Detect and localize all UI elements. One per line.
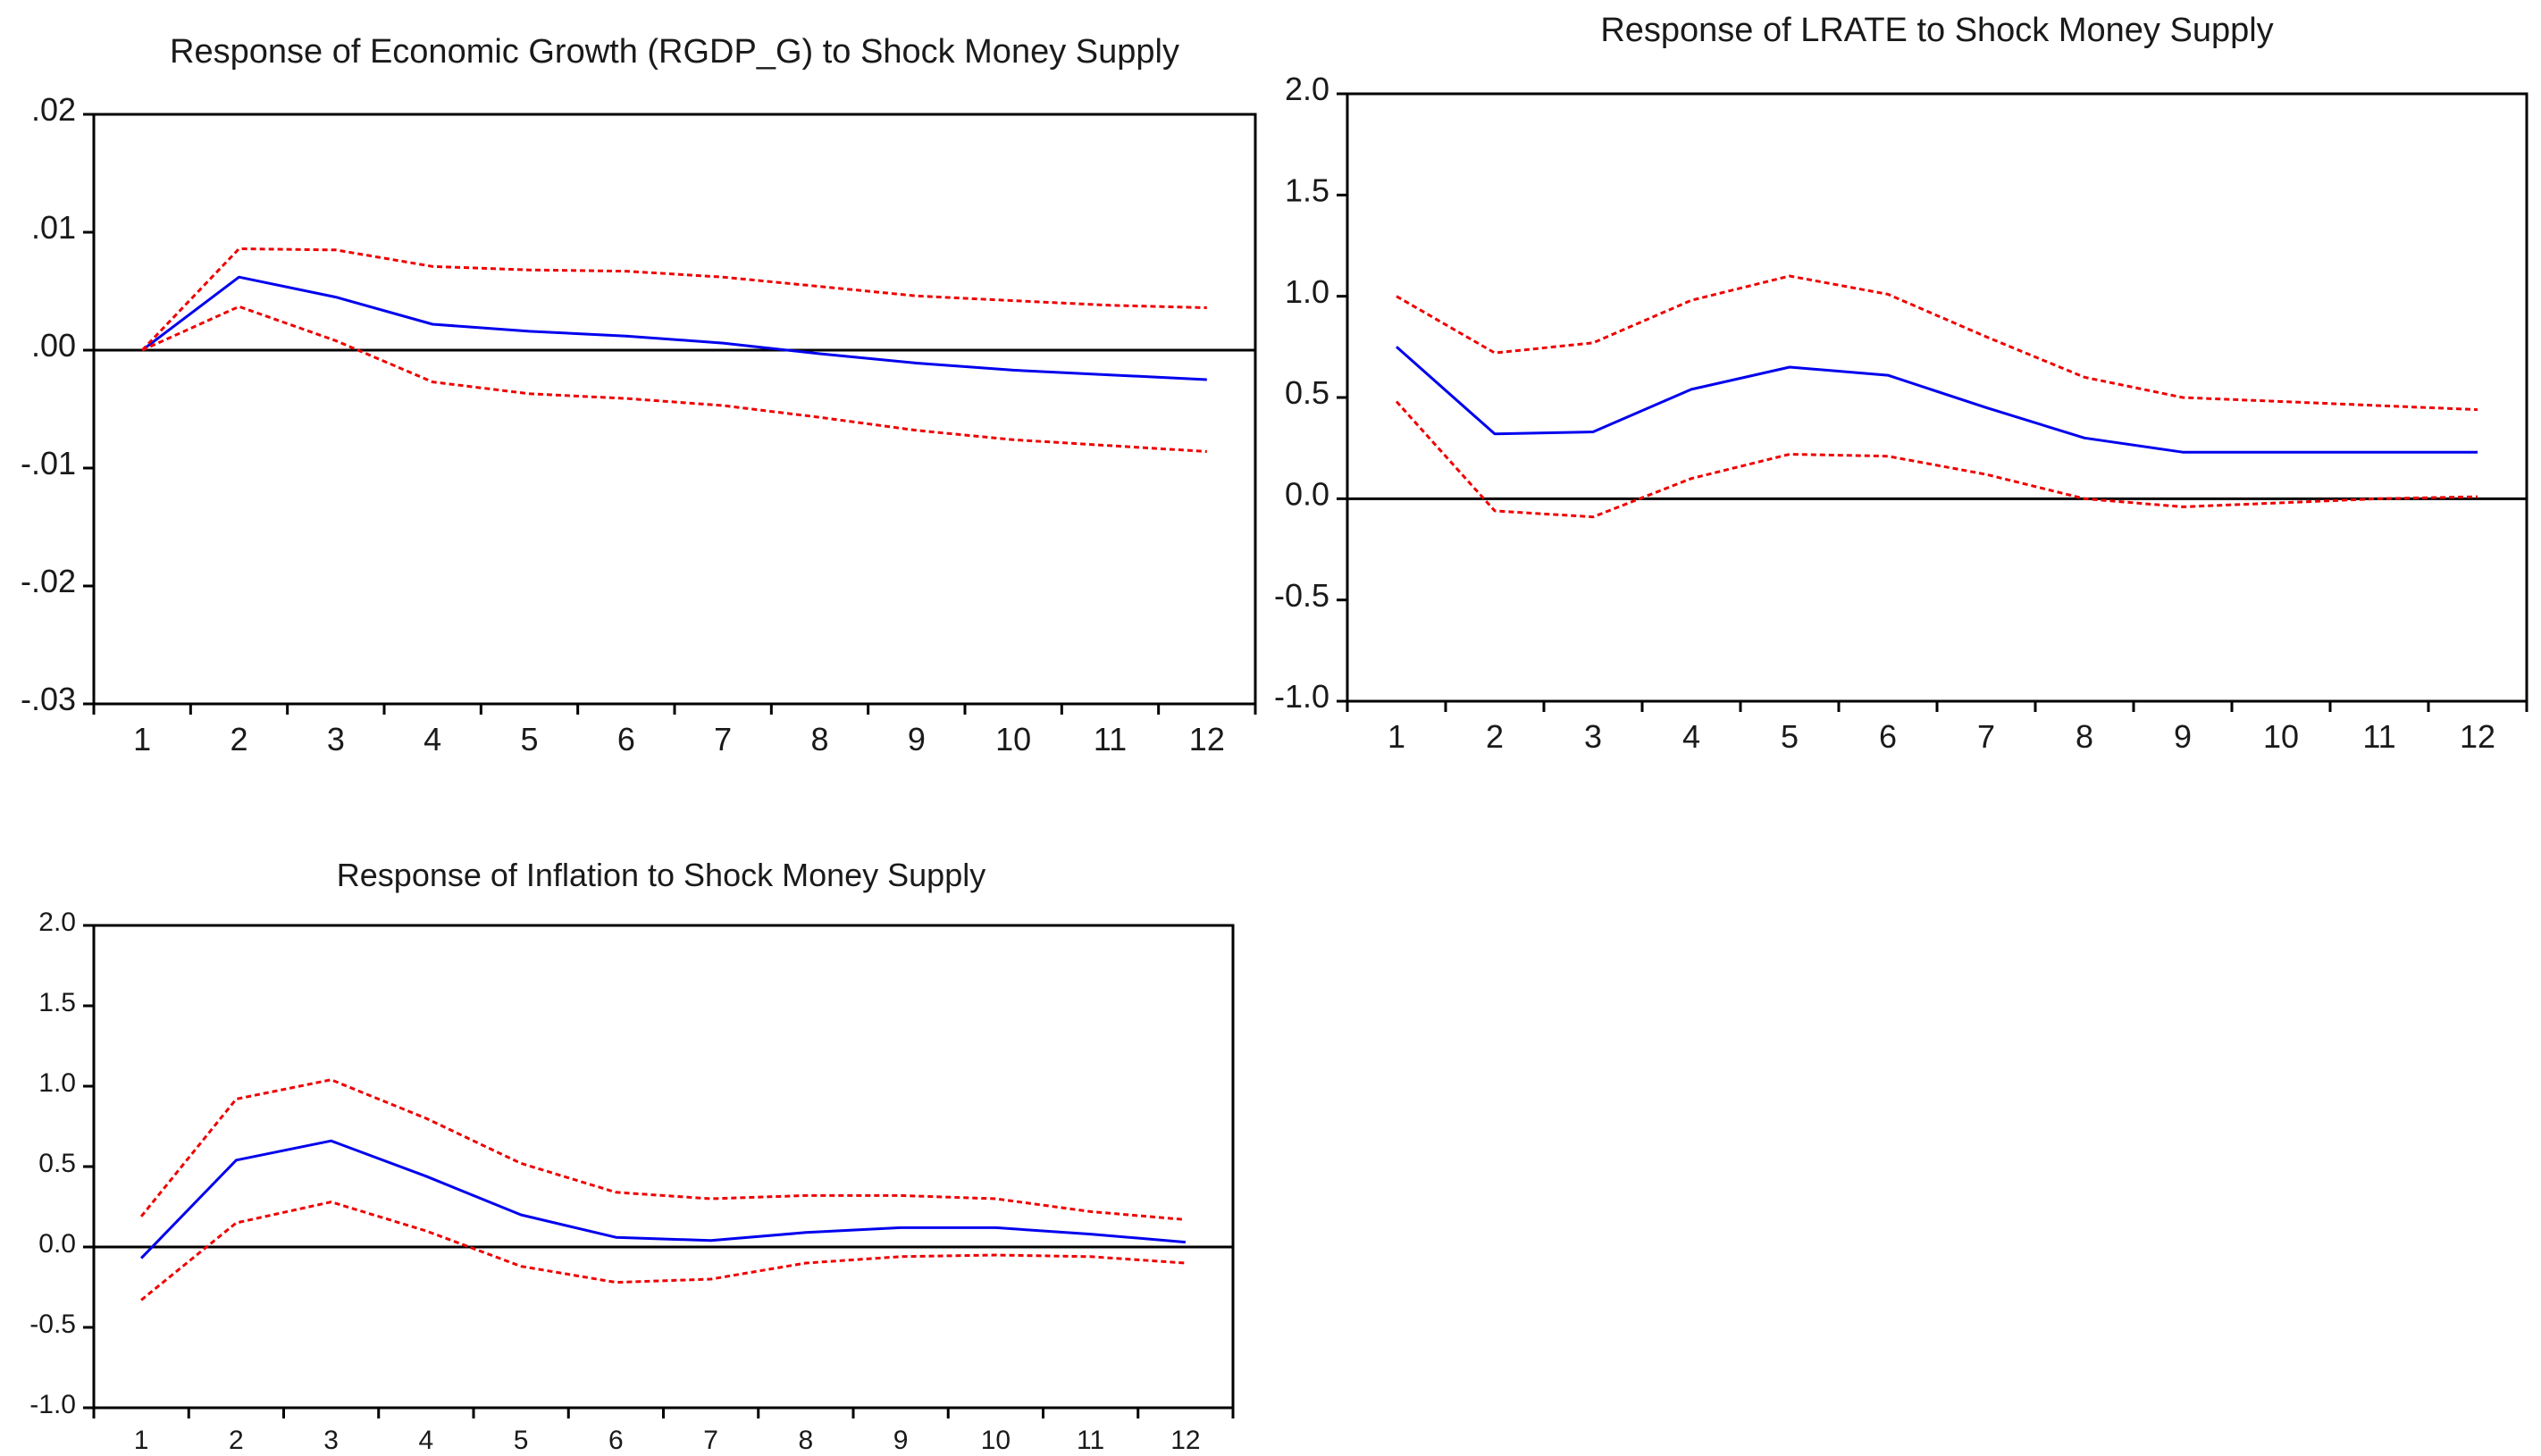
chart-title: Response of LRATE to Shock Money Supply (1600, 12, 2273, 49)
x-tick-label: 11 (1077, 1426, 1104, 1455)
x-tick-label: 1 (134, 1426, 149, 1455)
y-tick-label: -.03 (21, 681, 76, 717)
x-tick-label: 6 (617, 721, 635, 757)
chart-3: Response of Inflation to Shock Money Sup… (29, 857, 1235, 1455)
chart-2: Response of LRATE to Shock Money Supply 2… (1274, 12, 2528, 755)
upper-band-line (1396, 274, 2478, 412)
x-tick-label: 4 (424, 721, 441, 757)
x-tick-label: 7 (1977, 718, 1995, 755)
x-tick-label: 1 (133, 721, 151, 757)
y-tick-label: 1.0 (38, 1068, 76, 1098)
x-tick-label: 2 (229, 1426, 244, 1455)
x-tick-label: 9 (893, 1426, 909, 1455)
plot-frame (92, 113, 1257, 706)
y-tick-label: 0.5 (38, 1149, 76, 1178)
y-tick-label: 1.5 (38, 988, 76, 1017)
lower-band-line (1395, 400, 2478, 519)
x-tick-label: 12 (1189, 721, 1225, 757)
x-tick-label: 8 (810, 721, 828, 757)
x-tick-label: 10 (981, 1426, 1011, 1455)
plot-frame (92, 924, 1235, 1410)
x-tick-label: 12 (1170, 1426, 1200, 1455)
x-tick-label: 7 (714, 721, 732, 757)
y-tick-label: -0.5 (1274, 577, 1329, 614)
x-tick-label: 4 (1682, 718, 1700, 755)
y-tick-label: .00 (31, 327, 76, 364)
y-tick-label: 0.0 (38, 1229, 76, 1259)
x-tick-label: 2 (230, 721, 247, 757)
y-tick-label: 2.0 (1285, 71, 1329, 107)
response-line (1396, 346, 2478, 454)
y-tick-label: 0.0 (1285, 476, 1329, 513)
x-tick-label: 4 (419, 1426, 434, 1455)
x-tick-label: 9 (908, 721, 926, 757)
x-tick-label: 11 (2362, 718, 2395, 755)
x-tick-label: 2 (1486, 718, 1504, 755)
upper-band-line (139, 1078, 1187, 1221)
x-tick-label: 6 (1879, 718, 1897, 755)
lower-band-line (141, 305, 1207, 453)
x-tick-label: 6 (608, 1426, 624, 1455)
upper-band-line (141, 247, 1207, 352)
chart-1: Response of Economic Growth (RGDP_G) to … (21, 33, 1257, 757)
x-tick-label: 5 (1781, 718, 1799, 755)
y-tick-label: 2.0 (38, 908, 76, 937)
chart-title: Response of Economic Growth (RGDP_G) to … (170, 33, 1179, 71)
y-tick-label: .02 (31, 91, 76, 128)
x-tick-label: 10 (995, 721, 1031, 757)
y-tick-label: -1.0 (29, 1390, 76, 1419)
x-tick-label: 8 (799, 1426, 814, 1455)
x-tick-label: 5 (514, 1426, 529, 1455)
chart-title: Response of Inflation to Shock Money Sup… (337, 857, 985, 893)
y-tick-label: -.02 (21, 563, 76, 599)
response-line (141, 275, 1207, 381)
x-tick-label: 8 (2076, 718, 2093, 755)
x-tick-label: 11 (1094, 721, 1127, 757)
x-tick-label: 7 (703, 1426, 718, 1455)
x-tick-label: 10 (2263, 718, 2299, 755)
plot-frame (1346, 92, 2528, 703)
x-tick-label: 5 (520, 721, 538, 757)
y-tick-label: .01 (31, 209, 76, 246)
x-tick-label: 3 (1584, 718, 1602, 755)
x-tick-label: 3 (323, 1426, 339, 1455)
y-tick-label: -1.0 (1274, 678, 1329, 715)
y-tick-label: 0.5 (1285, 374, 1329, 411)
y-tick-label: -0.5 (29, 1310, 76, 1339)
x-tick-label: 1 (1388, 718, 1405, 755)
y-tick-label: -.01 (21, 445, 76, 481)
lower-band-line (140, 1201, 1187, 1301)
y-tick-label: 1.5 (1285, 172, 1329, 209)
x-tick-label: 9 (2174, 718, 2192, 755)
response-line (140, 1139, 1187, 1259)
x-tick-label: 3 (327, 721, 345, 757)
y-tick-label: 1.0 (1285, 273, 1329, 310)
x-tick-label: 12 (2460, 718, 2495, 755)
